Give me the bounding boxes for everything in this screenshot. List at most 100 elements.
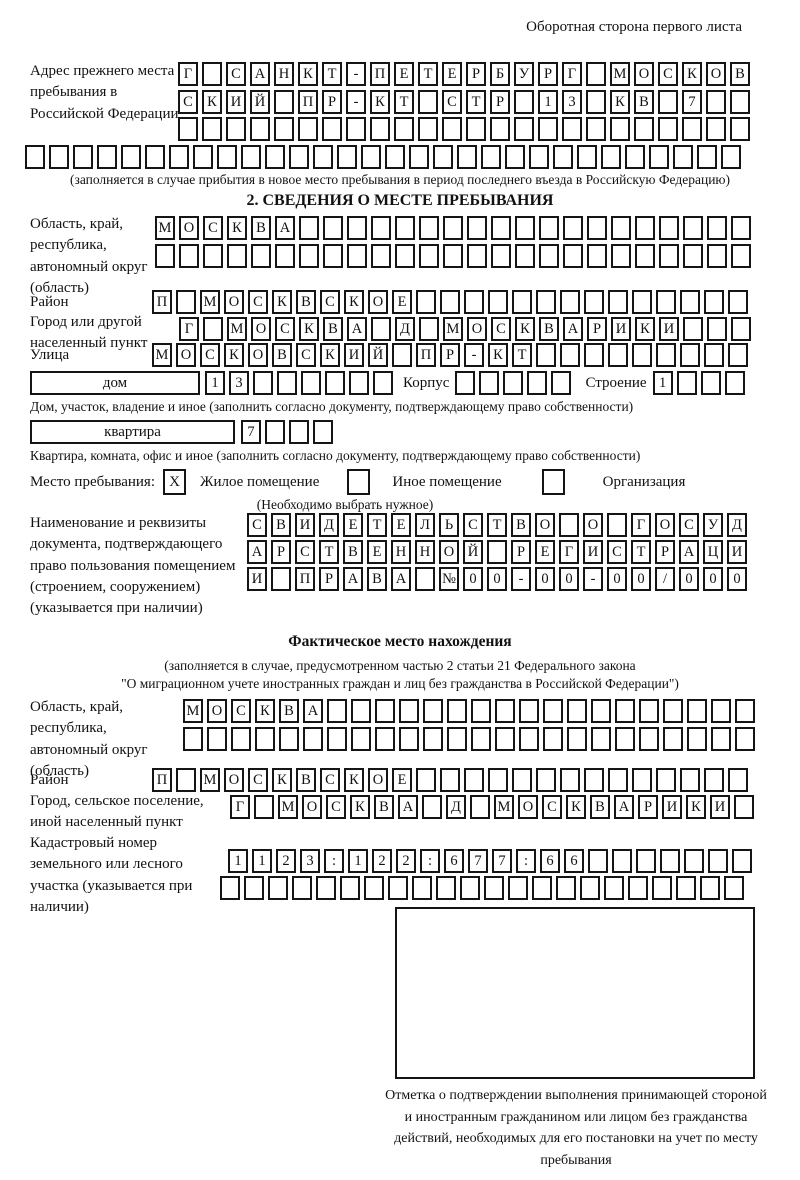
char-cell[interactable]: 0 <box>727 567 747 591</box>
char-cell[interactable] <box>145 145 165 169</box>
char-cell[interactable] <box>440 768 460 792</box>
char-cell[interactable] <box>563 244 583 268</box>
char-cell[interactable] <box>271 567 291 591</box>
char-cell[interactable] <box>423 699 443 723</box>
char-cell[interactable] <box>632 290 652 314</box>
char-cell[interactable]: Е <box>391 513 411 537</box>
char-cell[interactable] <box>169 145 189 169</box>
char-cell[interactable] <box>447 699 467 723</box>
char-cell[interactable]: И <box>710 795 730 819</box>
char-cell[interactable]: Е <box>392 768 412 792</box>
char-cell[interactable] <box>707 317 727 341</box>
char-cell[interactable] <box>416 290 436 314</box>
char-cell[interactable] <box>735 727 755 751</box>
char-cell[interactable]: К <box>370 90 390 114</box>
char-cell[interactable] <box>322 117 342 141</box>
char-cell[interactable] <box>251 244 271 268</box>
char-cell[interactable] <box>97 145 117 169</box>
char-cell[interactable] <box>436 876 456 900</box>
char-cell[interactable]: Р <box>490 90 510 114</box>
char-cell[interactable] <box>351 727 371 751</box>
char-cell[interactable] <box>553 145 573 169</box>
char-cell[interactable]: 0 <box>487 567 507 591</box>
char-cell[interactable] <box>697 145 717 169</box>
char-cell[interactable]: О <box>251 317 271 341</box>
char-cell[interactable] <box>538 117 558 141</box>
char-cell[interactable]: : <box>516 849 536 873</box>
char-cell[interactable]: Т <box>466 90 486 114</box>
char-cell[interactable] <box>721 145 741 169</box>
char-cell[interactable] <box>649 145 669 169</box>
char-cell[interactable]: М <box>494 795 514 819</box>
char-cell[interactable] <box>684 849 704 873</box>
char-cell[interactable] <box>395 244 415 268</box>
char-cell[interactable]: О <box>467 317 487 341</box>
char-cell[interactable]: К <box>610 90 630 114</box>
char-cell[interactable]: С <box>248 290 268 314</box>
char-cell[interactable]: 0 <box>607 567 627 591</box>
char-cell[interactable]: М <box>183 699 203 723</box>
char-cell[interactable] <box>659 244 679 268</box>
char-cell[interactable] <box>704 768 724 792</box>
char-cell[interactable]: 1 <box>538 90 558 114</box>
char-cell[interactable]: 0 <box>631 567 651 591</box>
char-cell[interactable] <box>419 317 439 341</box>
char-cell[interactable]: И <box>662 795 682 819</box>
char-cell[interactable] <box>734 795 754 819</box>
char-cell[interactable] <box>673 145 693 169</box>
char-cell[interactable]: М <box>227 317 247 341</box>
char-cell[interactable] <box>683 216 703 240</box>
char-cell[interactable] <box>202 62 222 86</box>
char-cell[interactable]: С <box>275 317 295 341</box>
char-cell[interactable] <box>226 117 246 141</box>
char-cell[interactable]: В <box>323 317 343 341</box>
char-cell[interactable] <box>303 727 323 751</box>
char-cell[interactable] <box>680 768 700 792</box>
char-cell[interactable] <box>323 244 343 268</box>
char-cell[interactable]: И <box>727 540 747 564</box>
char-cell[interactable] <box>559 513 579 537</box>
char-cell[interactable] <box>487 540 507 564</box>
char-cell[interactable] <box>656 290 676 314</box>
char-cell[interactable]: Т <box>487 513 507 537</box>
char-cell[interactable] <box>536 290 556 314</box>
char-cell[interactable] <box>412 876 432 900</box>
char-cell[interactable] <box>464 768 484 792</box>
char-cell[interactable] <box>274 117 294 141</box>
char-cell[interactable]: И <box>583 540 603 564</box>
char-cell[interactable] <box>539 216 559 240</box>
char-cell[interactable] <box>298 117 318 141</box>
char-cell[interactable] <box>543 727 563 751</box>
char-cell[interactable] <box>202 117 222 141</box>
char-cell[interactable]: С <box>178 90 198 114</box>
char-cell[interactable] <box>416 768 436 792</box>
char-cell[interactable]: Д <box>446 795 466 819</box>
char-cell[interactable] <box>591 699 611 723</box>
char-cell[interactable]: С <box>295 540 315 564</box>
char-cell[interactable] <box>639 727 659 751</box>
char-cell[interactable]: О <box>302 795 322 819</box>
char-cell[interactable]: - <box>346 62 366 86</box>
char-cell[interactable]: О <box>176 343 196 367</box>
char-cell[interactable] <box>455 371 476 395</box>
char-cell[interactable] <box>683 317 703 341</box>
char-cell[interactable] <box>580 876 600 900</box>
char-cell[interactable] <box>176 768 196 792</box>
char-cell[interactable]: В <box>279 699 299 723</box>
char-cell[interactable] <box>274 90 294 114</box>
char-cell[interactable] <box>704 343 724 367</box>
char-cell[interactable] <box>607 513 627 537</box>
char-cell[interactable]: Н <box>274 62 294 86</box>
char-cell[interactable] <box>418 90 438 114</box>
char-cell[interactable]: С <box>320 768 340 792</box>
char-cell[interactable] <box>349 371 369 395</box>
char-cell[interactable] <box>418 117 438 141</box>
char-cell[interactable]: Г <box>230 795 250 819</box>
char-cell[interactable]: 1 <box>252 849 272 873</box>
char-cell[interactable]: - <box>511 567 531 591</box>
char-cell[interactable]: А <box>398 795 418 819</box>
char-cell[interactable]: С <box>463 513 483 537</box>
char-cell[interactable] <box>470 795 490 819</box>
char-cell[interactable]: П <box>416 343 436 367</box>
char-cell[interactable]: Р <box>466 62 486 86</box>
